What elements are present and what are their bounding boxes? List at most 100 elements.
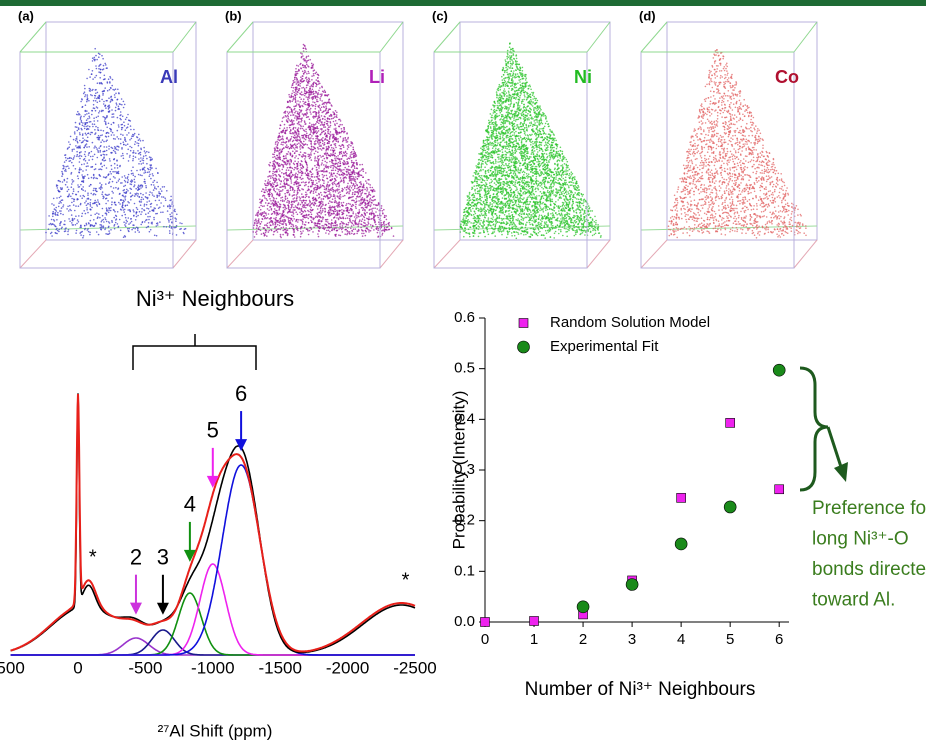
atom-dot <box>160 212 162 214</box>
atom-dot <box>323 225 325 227</box>
atom-dot <box>149 231 151 233</box>
atom-dot <box>275 201 277 203</box>
atom-dot <box>354 191 356 193</box>
atom-dot <box>314 160 316 162</box>
atom-dot <box>283 147 285 149</box>
atom-dot <box>80 117 82 119</box>
atom-dot <box>92 203 94 205</box>
atom-dot <box>79 167 81 169</box>
atom-dot <box>303 207 305 209</box>
atom-dot <box>304 123 306 125</box>
atom-dot <box>269 198 271 200</box>
atom-dot <box>132 166 134 168</box>
atom-dot <box>85 94 87 96</box>
atom-dot <box>502 197 504 199</box>
atom-dot <box>328 212 330 214</box>
atom-dot <box>99 77 101 79</box>
atom-dot <box>277 212 279 214</box>
atom-dot <box>333 163 335 165</box>
atom-dot <box>123 221 125 223</box>
atom-dot <box>301 193 303 195</box>
atom-dot <box>97 205 99 207</box>
atom-dot <box>360 227 362 229</box>
atom-dot <box>339 225 341 227</box>
atom-dot <box>326 149 328 151</box>
atom-dot <box>90 121 92 123</box>
atom-dot <box>357 226 359 228</box>
atom-dot <box>135 231 137 233</box>
atom-dot <box>306 62 308 64</box>
atom-dot <box>169 232 171 234</box>
atom-dot <box>122 134 124 136</box>
atom-dot <box>65 160 67 162</box>
atom-dot <box>97 116 99 118</box>
atom-dot <box>108 212 110 214</box>
atom-dot <box>310 220 312 222</box>
atom-dot <box>319 94 321 96</box>
atom-dot <box>113 122 115 124</box>
atom-dot <box>337 158 339 160</box>
atom-dot <box>291 93 293 95</box>
atom-dot <box>132 160 134 162</box>
atom-dot <box>143 147 145 149</box>
atom-dot <box>142 194 144 196</box>
atom-dot <box>87 174 89 176</box>
atom-dot <box>330 215 332 217</box>
atom-dot <box>340 218 342 220</box>
atom-dot <box>147 216 149 218</box>
atom-dot <box>146 158 148 160</box>
atom-dot <box>99 204 101 206</box>
atom-dot <box>296 65 298 67</box>
atom-dot <box>277 220 279 222</box>
atom-dot <box>299 113 301 115</box>
atom-dot <box>354 151 356 153</box>
atom-dot <box>314 156 316 158</box>
atom-dot <box>92 156 94 158</box>
atom-dot <box>106 210 108 212</box>
atom-dot <box>346 155 348 157</box>
atom-dot <box>106 198 108 200</box>
atom-dot <box>276 198 278 200</box>
atom-dot <box>358 200 360 202</box>
atom-dot <box>298 127 300 129</box>
atom-dot <box>352 220 354 222</box>
atom-dot <box>282 213 284 215</box>
atom-dot <box>104 165 106 167</box>
atom-dot <box>122 195 124 197</box>
atom-dot <box>362 218 364 220</box>
atom-dot <box>315 108 317 110</box>
atom-dot <box>285 187 287 189</box>
atom-dot <box>359 196 361 198</box>
atom-dot <box>274 222 276 224</box>
atom-dot <box>355 198 357 200</box>
atom-dot <box>309 79 311 81</box>
atom-dot <box>336 112 338 114</box>
atom-dot <box>325 110 327 112</box>
atom-dot <box>348 193 350 195</box>
atom-dot <box>153 217 155 219</box>
atom-dot <box>280 125 282 127</box>
atom-dot <box>354 216 356 218</box>
atom-dot <box>294 236 296 238</box>
atom-dot <box>101 99 103 101</box>
atom-dot <box>355 208 357 210</box>
atom-dot <box>342 139 344 141</box>
atom-dot <box>143 181 145 183</box>
atom-dot <box>151 222 153 224</box>
atom-dot <box>316 135 318 137</box>
atom-dot <box>333 173 335 175</box>
atom-dot <box>296 227 298 229</box>
atom-dot <box>293 232 295 234</box>
atom-dot <box>323 164 325 166</box>
atom-dot <box>305 221 307 223</box>
atom-dot <box>149 194 151 196</box>
atom-dot <box>278 178 280 180</box>
atom-dot <box>130 150 132 152</box>
atom-dot <box>105 233 107 235</box>
atom-dot <box>139 201 141 203</box>
atom-dot <box>290 115 292 117</box>
atom-dot <box>67 186 69 188</box>
atom-dot <box>368 183 370 185</box>
atom-dot <box>308 218 310 220</box>
